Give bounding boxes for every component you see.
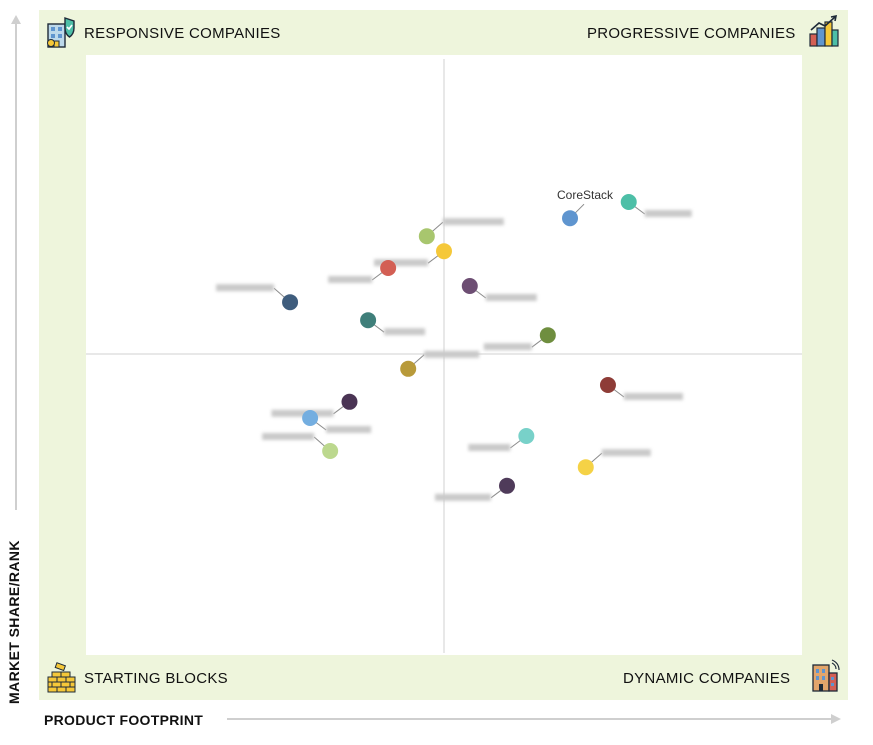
y-axis-label: MARKET SHARE/RANK [6, 540, 22, 704]
data-point [302, 410, 372, 433]
point-marker [599, 377, 616, 393]
data-point [468, 428, 535, 451]
point-marker [436, 243, 452, 260]
point-label-blurred [374, 259, 428, 267]
data-point [374, 243, 452, 267]
building-shield-icon [47, 17, 75, 48]
points-layer: CoreStack [216, 188, 692, 501]
point-label-blurred [601, 449, 651, 457]
y-axis-arrow [11, 15, 21, 510]
data-point [400, 350, 480, 377]
quadrant-label-dynamic: DYNAMIC COMPANIES [623, 670, 791, 687]
data-point [271, 393, 358, 417]
point-label: CoreStack [557, 188, 614, 202]
point-marker [322, 443, 339, 459]
data-point [599, 377, 683, 400]
data-point: CoreStack [557, 188, 614, 227]
data-point [577, 449, 651, 476]
data-point [418, 218, 504, 245]
point-marker [302, 410, 319, 426]
data-point [620, 194, 692, 217]
x-axis-arrow [227, 714, 841, 724]
point-label-blurred [326, 426, 372, 433]
point-label-blurred [468, 444, 511, 451]
point-marker [562, 210, 579, 227]
x-axis-label: PRODUCT FOOTPRINT [44, 712, 204, 728]
point-marker [360, 312, 377, 329]
data-point [216, 284, 299, 311]
point-marker [418, 228, 435, 245]
point-marker [620, 194, 637, 210]
point-label-blurred [384, 328, 426, 336]
point-label-blurred [424, 350, 480, 358]
point-label-blurred [623, 393, 683, 400]
point-label-blurred [485, 294, 537, 301]
plot-area: CoreStack [86, 55, 802, 655]
point-label-blurred [442, 218, 504, 226]
point-marker [577, 459, 594, 476]
point-marker [461, 278, 478, 294]
point-marker [380, 260, 397, 276]
point-marker [539, 327, 556, 344]
quadrant-label-responsive: RESPONSIVE COMPANIES [84, 25, 281, 42]
data-point [483, 327, 556, 351]
data-point [435, 477, 516, 501]
scatter-plot: CoreStack [86, 59, 802, 653]
point-label-blurred [483, 343, 532, 351]
data-point [360, 312, 426, 336]
data-point [328, 260, 397, 283]
point-marker [518, 428, 535, 444]
office-building-icon [812, 659, 840, 692]
point-marker [282, 294, 299, 311]
point-marker [341, 393, 358, 410]
point-label-blurred [644, 210, 692, 217]
quadrant-label-starting-blocks: STARTING BLOCKS [84, 670, 228, 687]
point-marker [400, 360, 417, 377]
point-label-blurred [435, 493, 492, 501]
point-label-blurred [262, 433, 315, 440]
city-growth-icon [809, 14, 839, 47]
point-label-blurred [271, 409, 334, 417]
brick-wall-icon [47, 662, 76, 693]
point-marker [499, 477, 516, 494]
point-label-blurred [328, 276, 373, 283]
point-label-blurred [216, 284, 275, 292]
data-point [262, 433, 339, 459]
quadrant-label-progressive: PROGRESSIVE COMPANIES [587, 25, 796, 42]
data-point [461, 278, 537, 301]
